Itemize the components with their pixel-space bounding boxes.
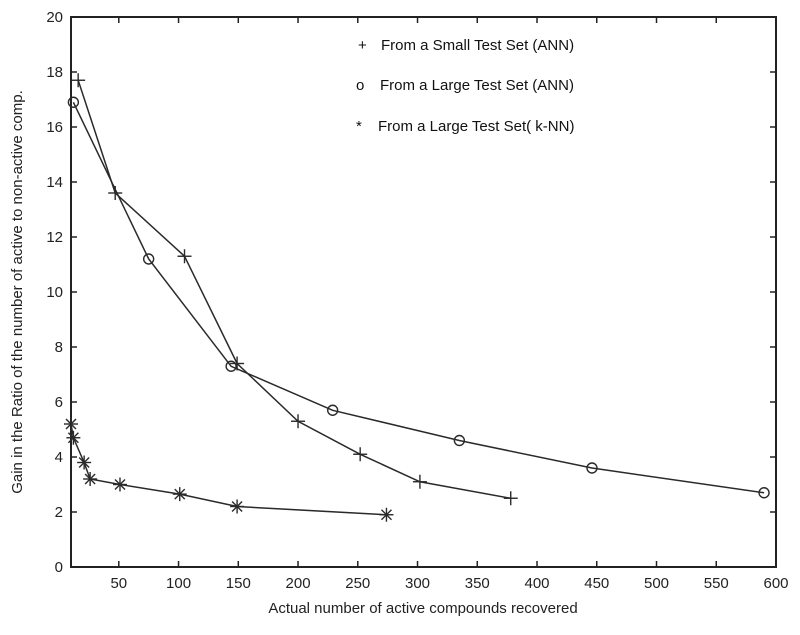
data-point	[291, 414, 306, 429]
axes: 50 100 150 200 250 300 350 400 450 500 550 600 0 2 4 6 8…	[46, 9, 788, 592]
legend-label-large-knn: From a Large Test Set( k-NN)	[378, 118, 574, 135]
data-point	[412, 474, 427, 489]
y-tick-label: 4	[55, 449, 63, 466]
legend-label-large-ann: From a Large Test Set (ANN)	[380, 77, 574, 94]
y-tick-label: 8	[55, 339, 63, 356]
data-point	[230, 499, 245, 514]
data-point	[172, 487, 187, 502]
series-line	[72, 101, 765, 494]
data-point	[177, 249, 192, 264]
series-0	[71, 73, 518, 506]
x-tick-label: 100	[166, 575, 191, 592]
x-tick-label: 600	[763, 575, 788, 592]
data-point	[66, 430, 81, 445]
legend-symbol-star: *	[356, 118, 362, 135]
data-point	[225, 360, 237, 372]
x-tick-label: 50	[110, 575, 127, 592]
y-tick-label: 6	[55, 394, 63, 411]
y-tick-label: 10	[46, 284, 63, 301]
data-point	[453, 434, 466, 447]
series-2	[64, 417, 394, 522]
legend: + From a Small Test Set (ANN) o From a L…	[356, 37, 574, 135]
data-point	[83, 472, 98, 486]
x-tick-label: 400	[525, 575, 550, 592]
legend-label-small-ann: From a Small Test Set (ANN)	[381, 37, 574, 54]
x-tick-label: 500	[644, 575, 669, 592]
y-tick-label: 12	[46, 229, 63, 246]
data-point	[353, 447, 368, 462]
x-tick-label: 200	[286, 575, 311, 592]
data-point	[142, 253, 155, 265]
data-point	[77, 455, 92, 470]
y-tick-label: 16	[46, 119, 63, 136]
series-line	[70, 423, 387, 516]
data-point	[326, 404, 339, 416]
x-tick-label: 550	[704, 575, 729, 592]
x-tick-label: 250	[345, 575, 370, 592]
data-point	[586, 462, 598, 474]
data-point	[758, 487, 770, 499]
legend-symbol-circle: o	[356, 77, 364, 94]
series-1	[67, 96, 770, 499]
y-tick-label: 18	[46, 64, 63, 81]
y-tick-label: 20	[46, 9, 63, 26]
data-point	[503, 491, 518, 506]
data-point	[71, 73, 86, 88]
x-tick-label: 150	[226, 575, 251, 592]
series-line	[77, 80, 511, 500]
data-point	[112, 477, 127, 492]
x-tick-label: 450	[584, 575, 609, 592]
series-layer	[64, 73, 770, 522]
y-tick-label: 14	[46, 174, 63, 191]
data-point	[67, 96, 80, 108]
data-point	[379, 507, 394, 522]
y-tick-label: 0	[55, 559, 63, 576]
y-tick-label: 2	[55, 504, 63, 521]
x-tick-label: 300	[405, 575, 430, 592]
x-axis-label: Actual number of active compounds recove…	[268, 600, 577, 617]
y-axis-label: Gain in the Ratio of the number of activ…	[9, 90, 26, 494]
legend-symbol-plus: +	[358, 37, 367, 54]
x-tick-label: 350	[465, 575, 490, 592]
data-point	[64, 417, 78, 431]
